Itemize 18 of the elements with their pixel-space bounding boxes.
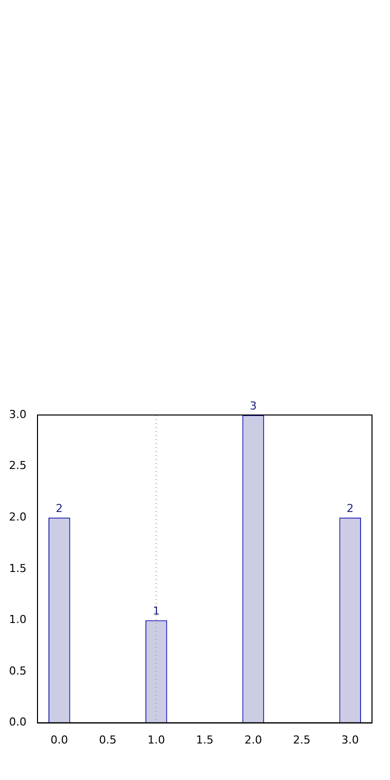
data-label: 2 [346,502,354,515]
data-label: 1 [152,604,160,618]
x-tick-label: 2.0 [244,733,262,746]
y-tick-label: 2.0 [8,510,26,524]
y-tick-label: 1.0 [8,613,26,626]
y-tick-label: 2.5 [8,459,26,472]
y-tick-label: 0.0 [8,716,26,729]
x-tick-label: 3.0 [341,733,359,746]
y-tick-label: 1.5 [8,562,26,575]
data-label: 2 [56,502,63,515]
y-tick-label: 0.5 [8,664,26,678]
x-tick-label: 1.5 [196,733,214,746]
y-tick-label: 3.0 [8,408,26,421]
x-tick-label: 0.5 [99,733,117,746]
x-tick-label: 1.0 [148,733,166,746]
x-tick-label: 0.0 [50,733,68,746]
x-tick-label: 2.5 [292,733,310,746]
data-label: 3 [250,399,257,412]
